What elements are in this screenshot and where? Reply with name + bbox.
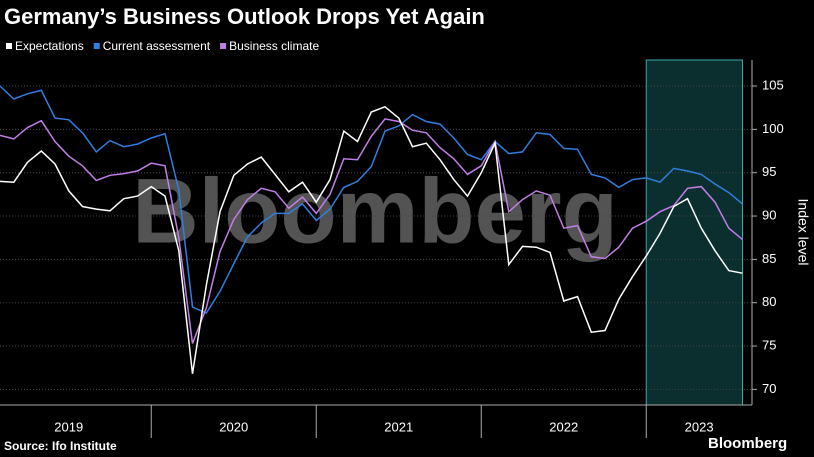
- legend-swatch: [6, 43, 12, 49]
- y-tick-label: 90: [762, 207, 776, 222]
- y-tick-label: 70: [762, 381, 776, 396]
- x-tick-label: 2021: [384, 419, 413, 434]
- series-line: [0, 105, 743, 374]
- chart-title: Germany’s Business Outlook Drops Yet Aga…: [4, 4, 485, 29]
- x-tick-label: 2023: [685, 419, 714, 434]
- y-axis-label: Index level: [795, 199, 811, 266]
- legend-label: Current assessment: [103, 39, 211, 53]
- y-tick-label: 85: [762, 251, 776, 266]
- legend-swatch: [93, 43, 100, 49]
- x-tick-label: 2022: [549, 419, 578, 434]
- legend-label: Business climate: [229, 39, 319, 53]
- series-line: [0, 118, 743, 344]
- y-tick-label: 100: [762, 121, 784, 136]
- series-line: [0, 85, 743, 315]
- y-tick-label: 95: [762, 164, 776, 179]
- y-tick-label: 80: [762, 294, 776, 309]
- y-tick-label: 105: [762, 77, 784, 92]
- logo: Bloomberg: [708, 435, 787, 452]
- watermark: Bloomberg: [132, 160, 618, 262]
- highlight-region: [645, 59, 743, 406]
- legend-label: Expectations: [15, 39, 84, 53]
- x-tick-label: 2019: [54, 419, 83, 434]
- x-tick-label: 2020: [219, 419, 248, 434]
- legend-swatch: [220, 43, 227, 49]
- y-tick-label: 75: [762, 337, 776, 352]
- source: Source: Ifo Institute: [4, 439, 117, 453]
